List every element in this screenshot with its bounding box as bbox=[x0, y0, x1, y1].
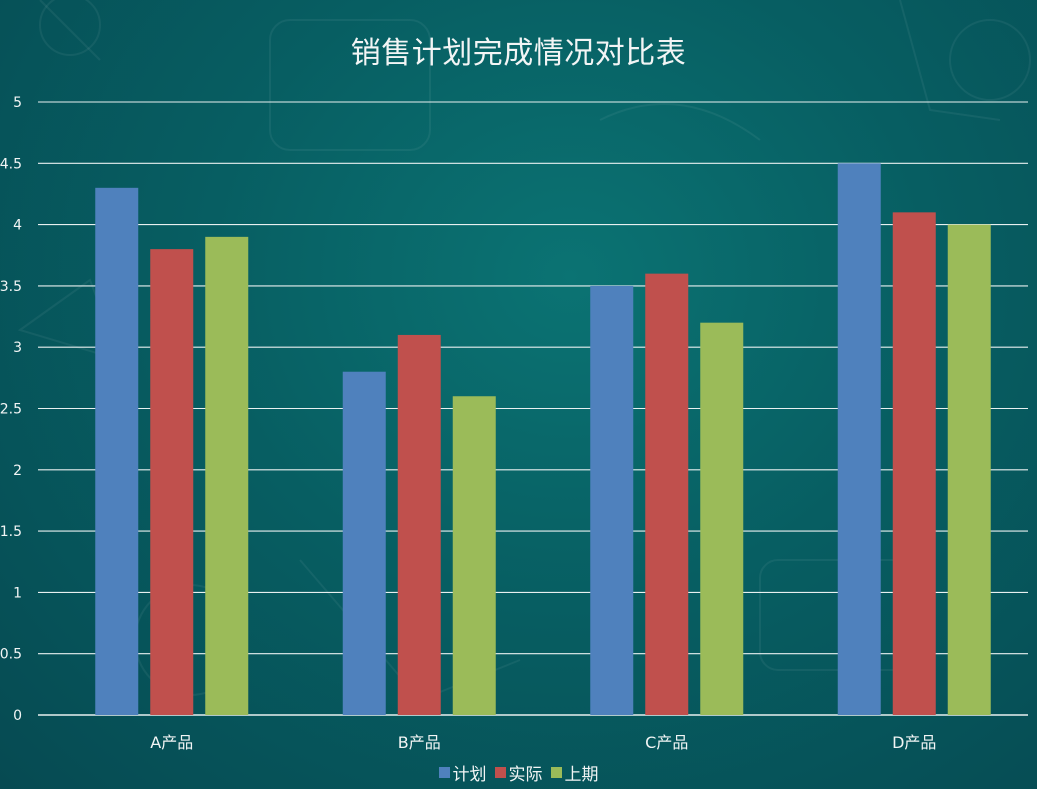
y-tick-label: 1.5 bbox=[0, 524, 22, 540]
legend-label-plan: 计划 bbox=[452, 765, 487, 785]
bar-1-series-1[interactable] bbox=[95, 187, 139, 715]
bar-1-series-2[interactable] bbox=[150, 249, 194, 715]
legend-swatch-actual bbox=[494, 767, 506, 778]
x-tick-label: B产品 bbox=[398, 733, 441, 752]
y-tick-label: 3 bbox=[13, 340, 22, 356]
bar-4-series-3[interactable] bbox=[947, 224, 991, 715]
bar-4-series-1[interactable] bbox=[837, 163, 881, 716]
legend-item-actual[interactable]: 实际 bbox=[494, 760, 543, 785]
y-tick-label: 3.5 bbox=[0, 279, 22, 295]
y-tick-label: 5 bbox=[13, 95, 22, 111]
legend-swatch-previous bbox=[550, 767, 562, 778]
bar-1-series-3[interactable] bbox=[205, 236, 249, 716]
y-tick-label: 2 bbox=[13, 463, 22, 479]
chart-title: 销售计划完成情况对比表 bbox=[350, 36, 687, 71]
bar-3-series-2[interactable] bbox=[645, 273, 689, 715]
y-tick-label: 4 bbox=[13, 218, 22, 234]
legend: 计划 实际 上期 bbox=[0, 760, 1037, 785]
y-tick-label: 4.5 bbox=[0, 156, 22, 172]
legend-item-previous[interactable]: 上期 bbox=[550, 760, 599, 785]
bar-2-series-2[interactable] bbox=[397, 334, 441, 715]
y-tick-label: 0 bbox=[13, 708, 22, 724]
x-tick-label: D产品 bbox=[892, 733, 936, 752]
legend-label-actual: 实际 bbox=[508, 765, 543, 785]
y-axis-ticks: 0 0.5 1 1.5 2 2.5 3 3.5 4 4.5 5 bbox=[0, 95, 22, 724]
legend-label-previous: 上期 bbox=[564, 765, 599, 785]
legend-item-plan[interactable]: 计划 bbox=[438, 760, 487, 785]
bar-2-series-1[interactable] bbox=[342, 371, 386, 715]
bar-3-series-1[interactable] bbox=[590, 285, 634, 715]
bar-4-series-2[interactable] bbox=[892, 212, 936, 715]
bars bbox=[95, 163, 991, 716]
y-tick-label: 2.5 bbox=[0, 402, 22, 418]
legend-swatch-plan bbox=[438, 767, 450, 778]
x-axis-ticks: A产品 B产品 C产品 D产品 bbox=[150, 733, 936, 752]
x-tick-label: C产品 bbox=[645, 733, 688, 752]
y-tick-label: 0.5 bbox=[0, 647, 22, 663]
bar-2-series-3[interactable] bbox=[452, 396, 496, 715]
x-tick-label: A产品 bbox=[150, 733, 193, 752]
y-tick-label: 1 bbox=[13, 585, 22, 601]
bar-3-series-3[interactable] bbox=[700, 322, 744, 715]
